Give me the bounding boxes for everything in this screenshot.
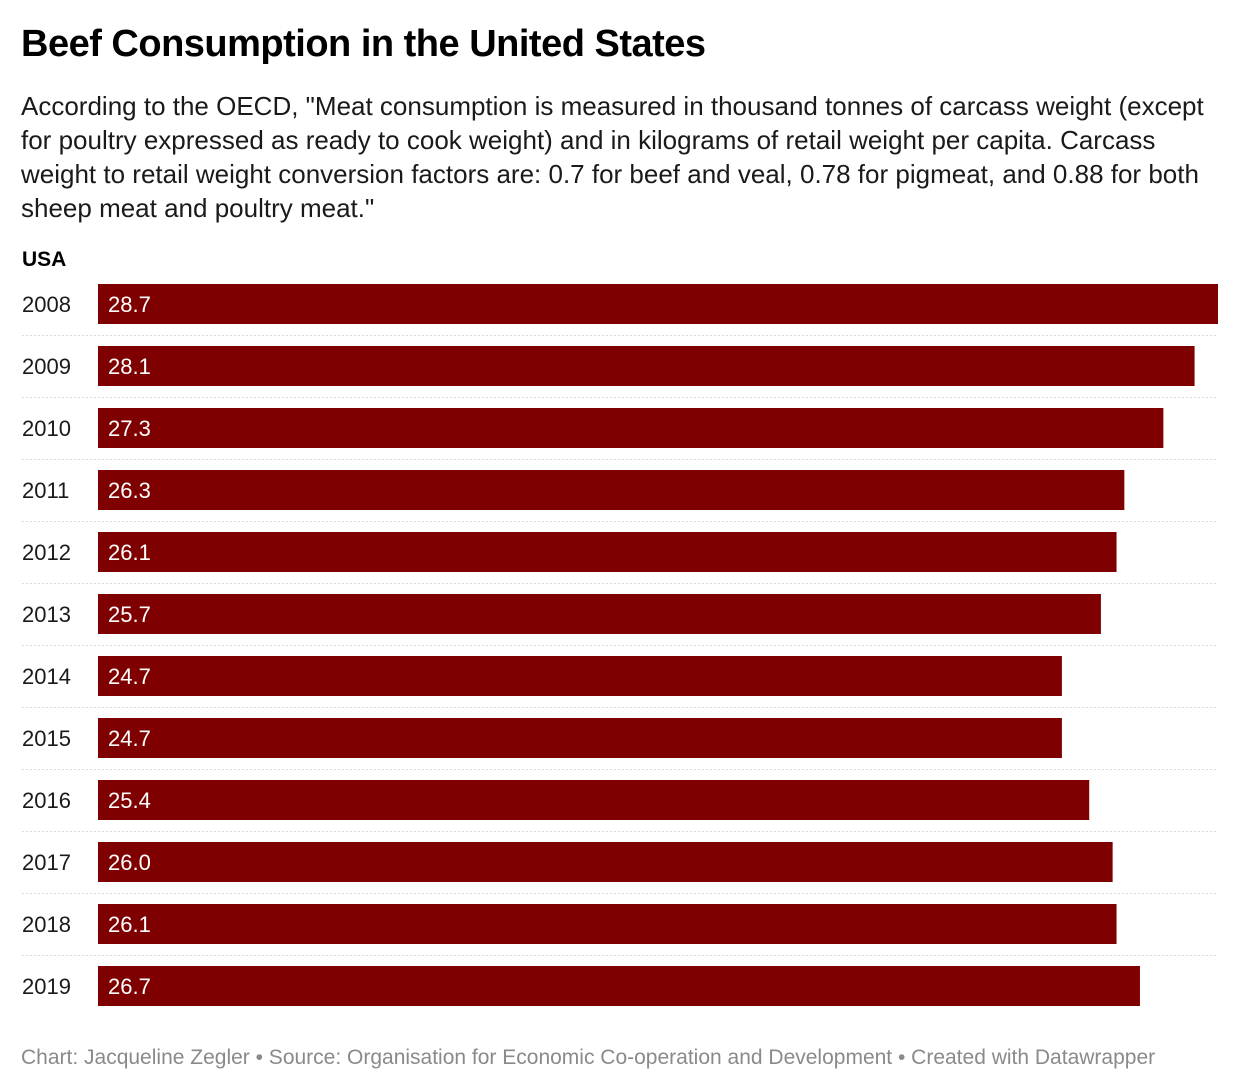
- bar: [98, 470, 1125, 510]
- bar-value-label: 26.1: [108, 912, 151, 937]
- bar-value-label: 28.7: [108, 292, 151, 317]
- bar-value-label: 26.1: [108, 540, 151, 565]
- bar-value-label: 24.7: [108, 726, 151, 751]
- bar: [98, 532, 1117, 572]
- bar-value-label: 26.7: [108, 974, 151, 999]
- category-label: 2015: [22, 726, 71, 751]
- bar: [98, 594, 1101, 634]
- bar: [98, 656, 1062, 696]
- bar: [98, 718, 1062, 758]
- category-label: 2009: [22, 354, 71, 379]
- bar: [98, 904, 1117, 944]
- category-label: 2016: [22, 788, 71, 813]
- category-label: 2014: [22, 664, 71, 689]
- category-label: 2012: [22, 540, 71, 565]
- bar-value-label: 24.7: [108, 664, 151, 689]
- bar: [98, 284, 1218, 324]
- category-label: 2018: [22, 912, 71, 937]
- category-label: 2017: [22, 850, 71, 875]
- category-label: 2010: [22, 416, 71, 441]
- bar-value-label: 26.0: [108, 850, 151, 875]
- category-label: 2013: [22, 602, 71, 627]
- bar-value-label: 25.4: [108, 788, 151, 813]
- bar: [98, 408, 1164, 448]
- category-label: 2019: [22, 974, 71, 999]
- bar: [98, 780, 1090, 820]
- bar-value-label: 25.7: [108, 602, 151, 627]
- chart-footer: Chart: Jacqueline Zegler • Source: Organ…: [21, 1046, 1156, 1069]
- chart-title: Beef Consumption in the United States: [21, 23, 706, 65]
- bar: [98, 842, 1113, 882]
- bar: [98, 966, 1140, 1006]
- bar-value-label: 27.3: [108, 416, 151, 441]
- category-label: 2011: [22, 478, 69, 503]
- bar: [98, 346, 1195, 386]
- column-header: USA: [22, 248, 67, 271]
- category-label: 2008: [22, 292, 71, 317]
- bar-chart: 2008 28.7 2009 28.1 2010 27.3 2011 26.3 2012 26.1…: [22, 284, 1218, 1006]
- chart-subtitle: According to the OECD, "Meat consumption…: [21, 91, 1204, 223]
- bar-value-label: 28.1: [108, 354, 151, 379]
- bar-value-label: 26.3: [108, 478, 151, 503]
